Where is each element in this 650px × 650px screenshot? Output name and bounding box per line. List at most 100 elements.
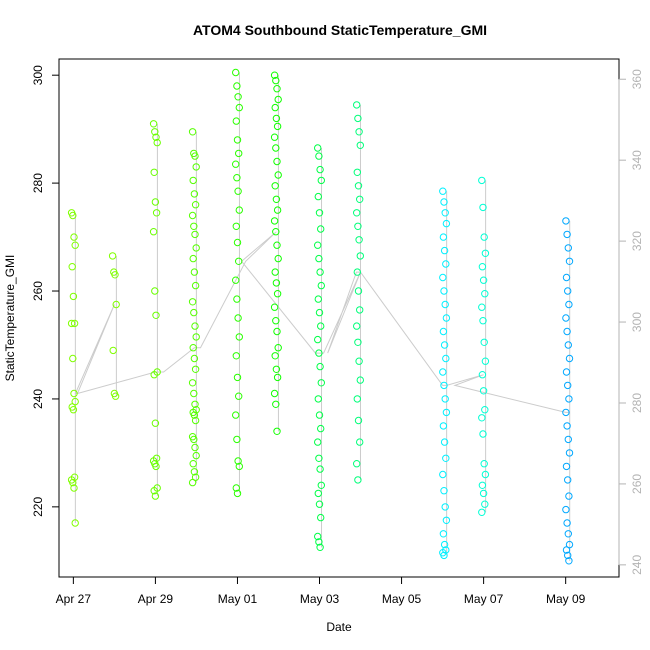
data-point — [565, 557, 573, 565]
data-point — [314, 144, 322, 152]
data-point — [233, 373, 242, 382]
y-tick-label: 280 — [31, 173, 45, 193]
data-point — [440, 198, 448, 206]
y2-tick-label: 240 — [630, 555, 644, 575]
data-point — [315, 454, 323, 462]
data-point — [354, 114, 362, 123]
data-point — [190, 222, 198, 231]
data-point — [69, 292, 78, 301]
data-point — [188, 128, 197, 136]
data-point — [273, 122, 282, 131]
data-point — [355, 236, 363, 244]
data-point — [440, 381, 448, 390]
data-point — [274, 171, 282, 179]
data-point — [232, 117, 241, 125]
data-point — [271, 352, 279, 360]
data-point — [354, 287, 363, 295]
data-point — [192, 163, 200, 171]
data-point — [481, 249, 490, 258]
data-point — [478, 508, 486, 516]
y2-tick-label: 320 — [630, 231, 644, 251]
y2-tick-label: 300 — [630, 312, 644, 332]
data-point — [564, 435, 572, 444]
y-tick-label: 240 — [31, 389, 45, 409]
data-point — [151, 128, 159, 136]
data-point — [564, 551, 572, 560]
data-point — [71, 519, 79, 527]
data-point — [150, 371, 158, 379]
data-point — [235, 462, 244, 471]
data-point — [562, 314, 570, 322]
data-point — [479, 317, 487, 325]
data-point — [442, 219, 451, 228]
data-point — [67, 319, 76, 328]
data-point — [273, 290, 282, 298]
data-point — [317, 481, 325, 489]
data-point — [190, 435, 198, 444]
data-point — [565, 492, 573, 500]
data-point — [235, 392, 243, 400]
data-point — [315, 308, 324, 317]
data-point — [478, 414, 486, 422]
data-point — [232, 222, 241, 231]
data-point — [314, 395, 322, 403]
y-axis-label: StaticTemperature_GMI — [3, 255, 17, 382]
data-point — [564, 341, 572, 349]
data-point — [233, 435, 241, 444]
data-point — [108, 252, 117, 260]
data-point — [353, 460, 361, 468]
data-point — [317, 281, 325, 290]
data-point — [314, 532, 322, 541]
track-line-layer — [74, 72, 571, 561]
y-tick-label: 260 — [31, 281, 45, 301]
data-point — [315, 254, 323, 263]
data-point — [272, 114, 281, 123]
data-point — [479, 276, 488, 284]
data-point — [315, 209, 324, 217]
data-point — [562, 273, 571, 282]
data-point — [354, 416, 363, 425]
data-point — [192, 333, 200, 341]
data-point — [235, 103, 244, 112]
data-point — [439, 273, 447, 282]
data-point — [191, 443, 199, 452]
x-tick-label: May 05 — [382, 592, 422, 606]
data-point — [70, 389, 78, 398]
data-point — [192, 451, 200, 460]
data-point — [112, 300, 120, 309]
data-point — [150, 487, 158, 495]
data-point — [69, 211, 77, 220]
data-point — [314, 489, 322, 498]
data-point — [480, 233, 488, 241]
data-point — [355, 357, 363, 365]
y-tick-label: 220 — [31, 497, 45, 517]
data-point — [442, 454, 450, 462]
data-point — [235, 333, 244, 341]
data-point — [234, 187, 242, 195]
data-point — [70, 233, 78, 241]
data-point — [563, 422, 571, 430]
data-point — [480, 338, 488, 346]
data-point — [439, 470, 447, 479]
data-point — [478, 176, 486, 185]
data-point — [233, 489, 242, 498]
data-point — [314, 241, 322, 249]
data-point — [314, 438, 322, 446]
data-point — [353, 168, 361, 177]
data-point — [188, 478, 197, 487]
data-point — [274, 95, 282, 104]
data-point — [442, 354, 450, 363]
data-point — [272, 144, 280, 152]
data-point — [317, 379, 325, 387]
data-point — [273, 327, 281, 336]
data-point — [233, 238, 242, 247]
data-point — [564, 244, 572, 252]
data-point — [315, 152, 323, 160]
data-point — [189, 460, 197, 468]
data-point — [273, 241, 281, 249]
data-point — [149, 120, 158, 128]
data-point — [234, 314, 242, 322]
data-point — [232, 160, 240, 168]
data-point — [439, 233, 448, 241]
